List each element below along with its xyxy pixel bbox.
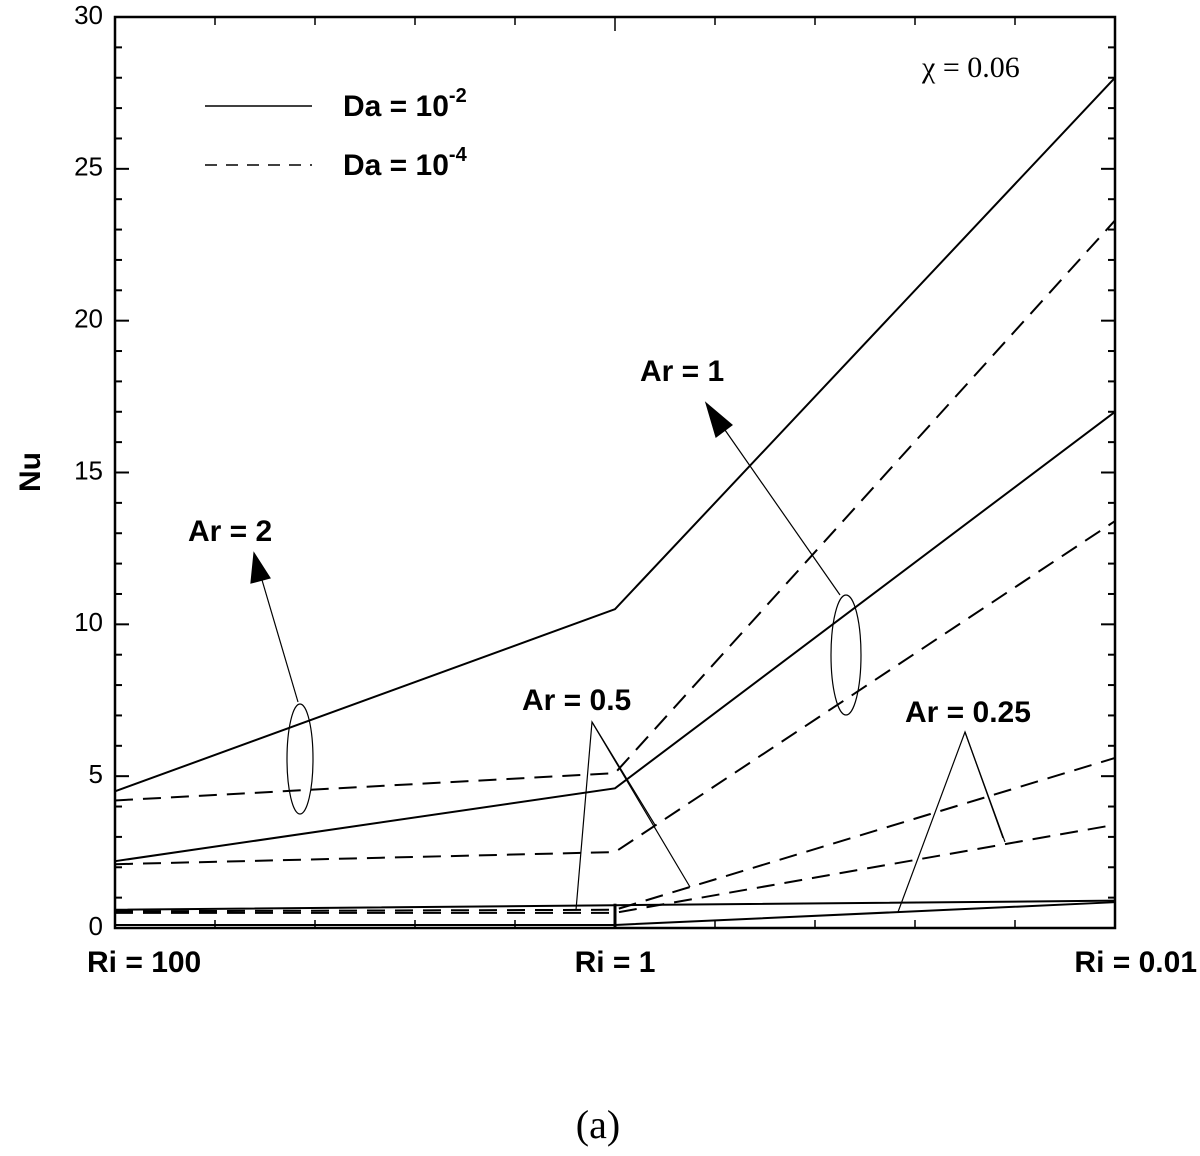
arrow-line-ar-2 (261, 579, 299, 703)
y-axis-title: Nu (14, 452, 47, 492)
pointer-ar-0.5-tick (591, 721, 656, 826)
y-tick-label: 10 (74, 607, 103, 637)
annotation-ar-0.5: Ar = 0.5 (522, 684, 631, 717)
legend-label-base: Da = 10 (343, 149, 449, 182)
series-line (114, 77, 1116, 793)
annotation-ar-2: Ar = 2 (188, 515, 272, 548)
parameter-label: χ = 0.06 (921, 51, 1020, 84)
y-tick-label: 0 (89, 911, 103, 941)
legend-label-base: Da = 10 (343, 90, 449, 123)
figure-caption: (a) (576, 1102, 620, 1147)
series-group (114, 77, 1116, 928)
series-line (114, 520, 1116, 866)
y-tick-label: 25 (74, 152, 103, 182)
x-axis: Ri = 100 Ri = 1 Ri = 0.01 (87, 17, 1197, 979)
y-tick-label: 5 (89, 759, 103, 789)
legend-label-da-2: Da = 10-2 (343, 85, 467, 123)
annotations (250, 401, 1006, 913)
legend-label-exp: -2 (449, 85, 467, 107)
series-line (114, 219, 1116, 802)
ellipse-ar-1 (830, 594, 862, 716)
ellipse-ar-2 (286, 703, 314, 815)
x-tick-label: Ri = 1 (575, 946, 656, 979)
legend: Da = 10-2 Da = 10-4 (205, 85, 468, 182)
annotation-ar-0.25: Ar = 0.25 (905, 696, 1031, 729)
series-line (114, 756, 1116, 913)
pointer-ar-0.25 (897, 730, 1006, 913)
series-line (114, 410, 1116, 863)
x-tick-label: Ri = 0.01 (1074, 946, 1197, 979)
x-tick-label: Ri = 100 (87, 946, 201, 979)
pointer-ar-0.25-tick (964, 731, 1004, 839)
arrowhead-ar-1 (704, 401, 733, 438)
arrow-line-ar-1 (724, 429, 841, 596)
legend-label-da-4: Da = 10-4 (343, 144, 468, 182)
pointer-ar-0.5 (575, 720, 691, 911)
y-axis: 0 5 10 15 20 25 30 (74, 0, 1115, 941)
y-tick-label: 30 (74, 0, 103, 30)
legend-label-exp: -4 (449, 144, 468, 166)
y-tick-label: 20 (74, 304, 103, 334)
y-tick-label: 15 (74, 455, 103, 485)
series-line (115, 823, 1116, 914)
arrowhead-ar-2 (250, 551, 271, 584)
annotation-ar-1: Ar = 1 (640, 355, 724, 388)
